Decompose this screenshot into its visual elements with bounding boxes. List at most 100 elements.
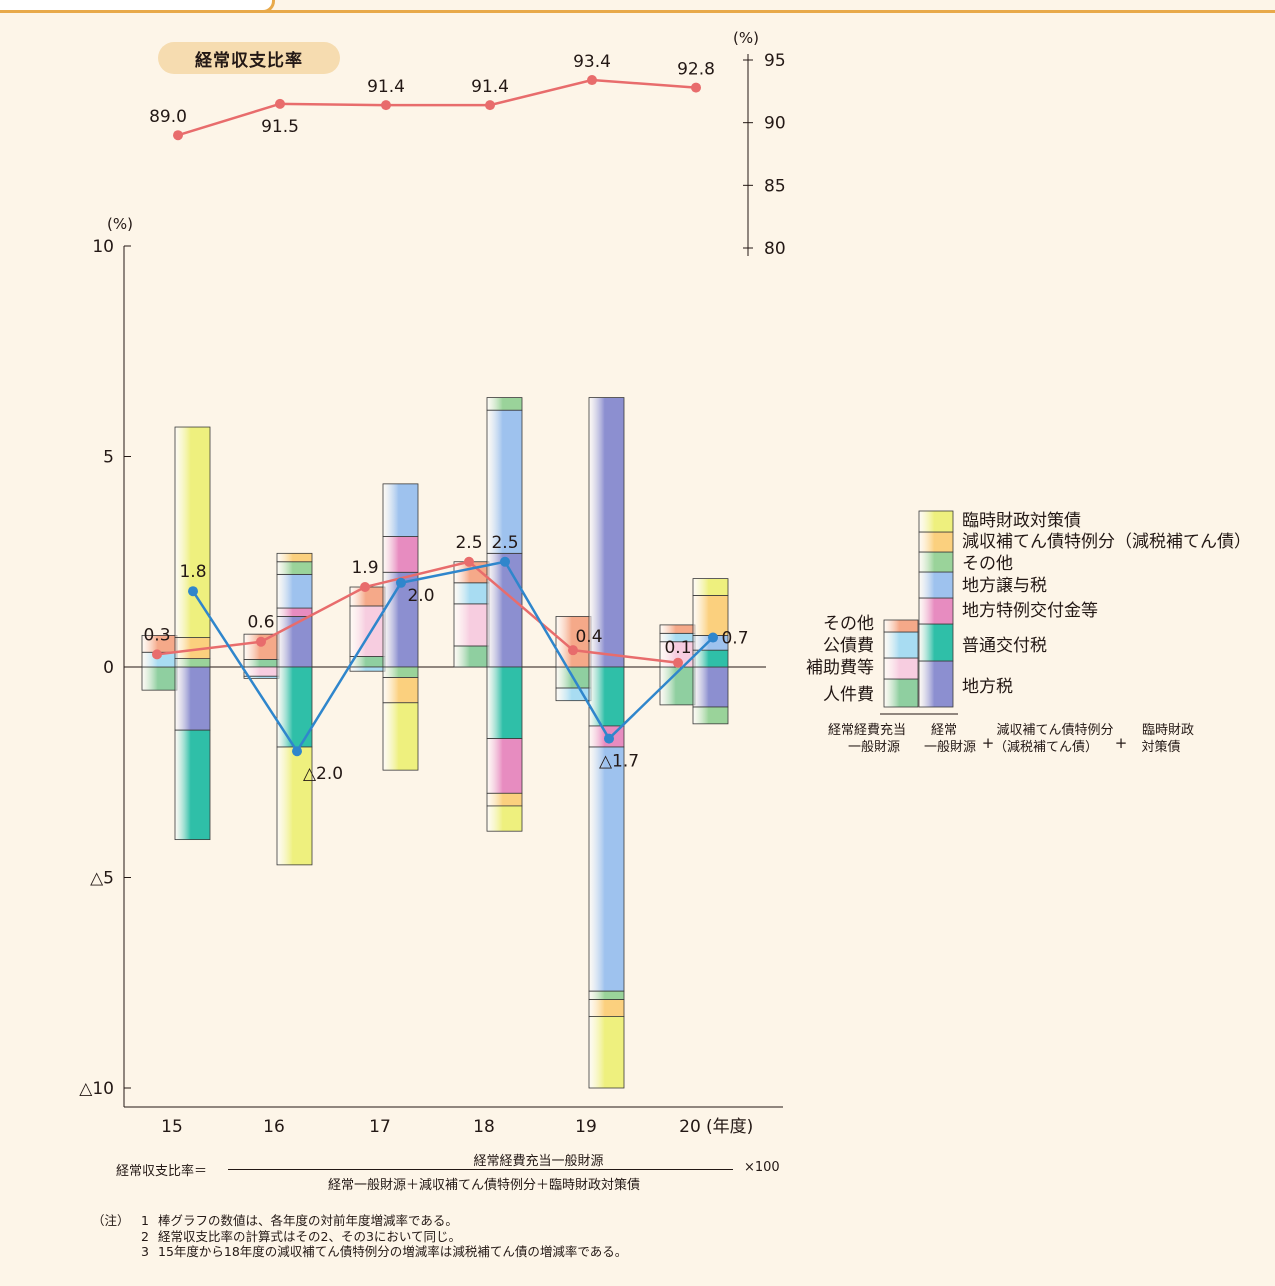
legend-rev-futsu_kofuzei xyxy=(918,623,954,662)
ratio-label: 91.4 xyxy=(367,77,405,97)
exp-seg-jinkenhi xyxy=(141,666,178,691)
expenditure-growth-point xyxy=(152,649,162,660)
rev-seg-chihozei xyxy=(174,666,211,731)
legend-caption-exp: 一般財源 xyxy=(848,739,900,755)
ratio-point xyxy=(485,100,495,111)
exp-seg-jinkenhi xyxy=(243,659,280,668)
x-tick-label: 19 xyxy=(575,1117,597,1137)
top-y-unit: (%) xyxy=(733,29,759,47)
legend-caption-rev: 経常 xyxy=(931,723,957,738)
legend-plus: + xyxy=(1115,734,1128,752)
expenditure-growth-point xyxy=(568,645,578,656)
expenditure-growth-label: 1.9 xyxy=(351,558,378,578)
exp-seg-kosaihi xyxy=(453,582,490,605)
legend-caption-genshu: 減収補てん債特例分 xyxy=(996,722,1113,738)
rev-seg-genshu xyxy=(692,595,729,636)
rev-seg-rinji xyxy=(174,426,211,638)
x-tick-label: 15 xyxy=(161,1117,183,1137)
x-tick-label: 20 xyxy=(679,1117,701,1137)
rev-seg-rinji xyxy=(692,578,729,596)
rev-seg-rinji xyxy=(276,746,313,866)
legend-label-jinkenhi: 人件費 xyxy=(823,685,874,705)
y-tick-label: △10 xyxy=(79,1079,114,1099)
note-text: 経常収支比率の計算式はその2、その3において同じ。 xyxy=(158,1228,462,1244)
rev-seg-sonota_rev xyxy=(588,990,625,1000)
revenue-growth-point xyxy=(708,632,718,643)
exp-seg-sonota_exp xyxy=(659,624,696,634)
legend-exp-kosaihi xyxy=(883,631,919,659)
legend-label-kosaihi: 公債費 xyxy=(823,636,874,656)
rev-seg-joyozei xyxy=(382,483,419,537)
ratio-point xyxy=(275,98,285,109)
ratio-line xyxy=(177,78,697,137)
rev-seg-tokurei_kofukin xyxy=(486,738,523,794)
rev-seg-futsu_kofuzei xyxy=(174,729,211,841)
legend-label-sonota_exp: その他 xyxy=(823,614,874,634)
chart: 80 85 90 95 (%) 89.0 91.5 91.4 91.4 93.4 92.8 10 5 0 △… xyxy=(79,29,1251,1137)
legend-exp-hojohi xyxy=(883,657,919,680)
y-tick-label: △5 xyxy=(90,869,114,889)
exp-seg-jinkenhi xyxy=(453,645,490,668)
legend-label-sonota_rev: その他 xyxy=(962,554,1013,574)
legend-label-futsu_kofuzei: 普通交付税 xyxy=(962,636,1047,656)
rev-seg-sonota_rev xyxy=(174,658,211,668)
exp-seg-hojohi xyxy=(453,603,490,647)
legend-caption-rev: 一般財源 xyxy=(924,739,976,755)
rev-seg-rinji xyxy=(486,805,523,832)
exp-seg-hojohi xyxy=(243,666,280,677)
legend-rev-sonota_rev xyxy=(918,551,954,573)
legend-caption-rinji: 対策債 xyxy=(1141,739,1180,755)
note-number: 2 xyxy=(141,1228,149,1244)
x-tick-label: 16 xyxy=(263,1117,285,1137)
rev-seg-joyozei xyxy=(588,746,625,992)
note-number: 1 xyxy=(141,1213,149,1228)
revenue-growth-label: 1.8 xyxy=(179,562,206,582)
rev-seg-genshu xyxy=(588,999,625,1017)
legend-plus: + xyxy=(982,734,995,752)
notes: （注） 1 棒グラフの数値は、各年度の対前年度増減率である。 2 経常収支比率の… xyxy=(92,1213,627,1260)
ratio-label: 93.4 xyxy=(573,52,611,72)
rev-seg-sonota_rev xyxy=(276,561,313,575)
rev-seg-tokurei_kofukin xyxy=(276,607,313,617)
ratio-label: 92.8 xyxy=(677,60,715,80)
expenditure-growth-point xyxy=(464,556,474,567)
note-text: 棒グラフの数値は、各年度の対前年度増減率である。 xyxy=(158,1213,458,1228)
legend-label-hojohi: 補助費等 xyxy=(806,658,874,678)
ratio-label: 91.4 xyxy=(471,77,509,97)
revenue-growth-label: 2.0 xyxy=(407,586,434,606)
top-y-tick-label: 80 xyxy=(764,239,786,259)
y-tick-label: 10 xyxy=(92,237,114,257)
ratio-point xyxy=(691,82,701,93)
formula-label: 経常収支比率＝ xyxy=(116,1164,208,1179)
revenue-growth-line xyxy=(191,560,714,754)
legend-label-tokurei_kofukin: 地方特例交付金等 xyxy=(962,601,1098,621)
rev-seg-sonota_rev xyxy=(382,666,419,678)
revenue-growth-point xyxy=(604,733,614,744)
legend-exp-jinkenhi xyxy=(883,678,919,708)
ratio-title-pill: 経常収支比率 xyxy=(158,42,340,74)
rev-seg-futsu_kofuzei xyxy=(486,666,523,739)
rev-seg-futsu_kofuzei xyxy=(276,666,313,748)
top-rule xyxy=(0,10,1275,13)
rev-seg-sonota_rev xyxy=(486,397,523,411)
x-tick-label: 17 xyxy=(369,1117,391,1137)
revenue-growth-label: △1.7 xyxy=(599,752,639,772)
formula-multiplier: ×100 xyxy=(744,1160,780,1175)
legend-rev-rinji xyxy=(918,510,954,533)
rev-seg-joyozei xyxy=(276,573,313,609)
legend-caption-rinji: 臨時財政 xyxy=(1142,723,1194,738)
exp-seg-hojohi xyxy=(349,605,386,657)
expenditure-growth-point xyxy=(360,582,370,593)
rev-seg-rinji xyxy=(382,702,419,771)
expenditure-growth-label: 0.3 xyxy=(143,625,170,645)
top-y-tick-label: 85 xyxy=(764,176,786,196)
rev-seg-futsu_kofuzei xyxy=(588,666,625,727)
rev-seg-chihozei xyxy=(382,571,419,668)
legend-label-rinji: 臨時財政対策債 xyxy=(962,511,1081,531)
legend-rev-chihozei xyxy=(918,660,954,708)
expenditure-growth-line xyxy=(156,560,679,665)
revenue-growth-label: 0.7 xyxy=(721,629,748,649)
legend-exp-sonota_exp xyxy=(883,619,919,633)
note-row: 3 15年度から18年度の減収補てん債特例分の増減率は減税補てん債の増減率である… xyxy=(92,1244,627,1260)
x-tick-label: 18 xyxy=(473,1117,495,1137)
